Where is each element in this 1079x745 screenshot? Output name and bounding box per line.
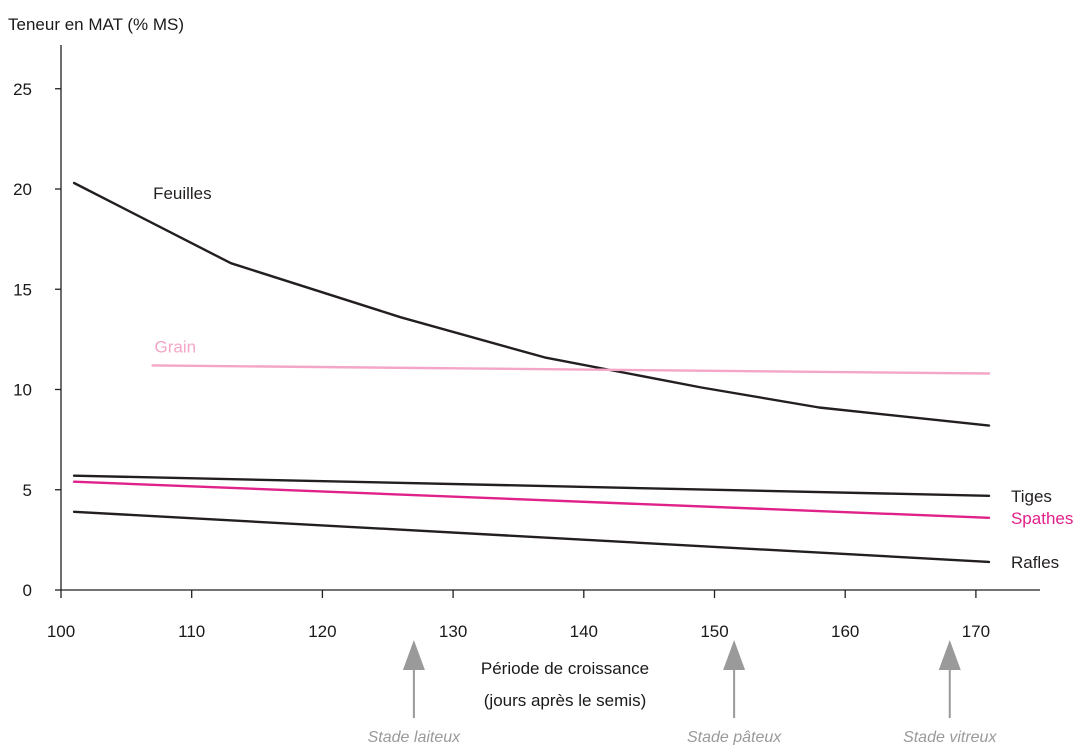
x-tick-label: 110: [178, 622, 205, 641]
x-tick-label: 120: [308, 622, 336, 641]
series-label-feuilles: Feuilles: [153, 184, 212, 203]
stage-label-stade-pateux: Stade pâteux: [687, 729, 782, 745]
y-tick-label: 15: [13, 280, 32, 299]
series-labels: Feuilles Grain Tiges Spathes Rafles: [153, 184, 1073, 572]
x-tick-label: 130: [439, 622, 467, 641]
series-line-rafles: [72, 510, 991, 564]
series-line-feuilles: [72, 181, 991, 427]
stage-annotations: Stade laiteux Stade pâteux Stade vitreux: [368, 640, 997, 745]
y-tick-label: 10: [13, 381, 32, 400]
series-line-spathes: [72, 480, 991, 519]
series-label-rafles: Rafles: [1011, 553, 1059, 572]
series-layer: [72, 181, 991, 564]
series-line-grain: [151, 364, 991, 375]
x-axis-title-line2: (jours après le semis): [484, 691, 647, 710]
x-tick-label: 140: [570, 622, 598, 641]
stage-label-stade-laiteux: Stade laiteux: [368, 729, 462, 745]
stage-label-stade-vitreux: Stade vitreux: [903, 729, 997, 745]
x-tick-label: 150: [700, 622, 728, 641]
x-tick-label: 100: [47, 622, 75, 641]
y-tick-label: 0: [23, 581, 32, 600]
axes: 0 5 10 15 20 25 100 110 120 130 140 150 160 170: [13, 45, 1040, 641]
series-label-tiges: Tiges: [1011, 487, 1052, 506]
y-tick-label: 25: [13, 80, 32, 99]
x-axis-title-line1: Période de croissance: [481, 659, 649, 678]
y-axis-title: Teneur en MAT (% MS): [8, 15, 184, 34]
stage-arrow-head-stade-pateux: [723, 640, 746, 670]
stage-arrow-head-stade-laiteux: [402, 640, 425, 670]
series-label-grain: Grain: [154, 337, 196, 356]
series-label-spathes: Spathes: [1011, 509, 1073, 528]
stage-arrow-head-stade-vitreux: [938, 640, 961, 670]
x-tick-label: 160: [831, 622, 859, 641]
y-tick-label: 5: [23, 481, 32, 500]
y-tick-label: 20: [13, 180, 32, 199]
series-line-tiges: [72, 474, 991, 497]
x-tick-label: 170: [962, 622, 990, 641]
